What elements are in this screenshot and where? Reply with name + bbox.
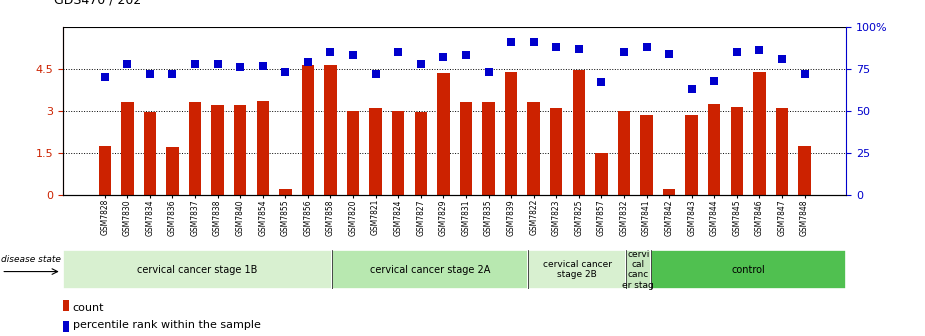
Point — [97, 75, 112, 80]
Point — [572, 46, 586, 51]
Point — [120, 61, 135, 67]
Text: control: control — [732, 265, 765, 275]
Point — [436, 54, 450, 60]
Point — [707, 78, 722, 83]
Bar — [663, 189, 675, 195]
Bar — [528, 250, 626, 289]
Bar — [685, 115, 697, 195]
Bar — [63, 321, 68, 332]
Bar — [63, 250, 332, 289]
Bar — [256, 101, 269, 195]
Bar — [618, 111, 630, 195]
Bar — [505, 72, 517, 195]
Bar — [414, 112, 427, 195]
Bar — [460, 102, 472, 195]
Point — [278, 70, 292, 75]
Point — [210, 61, 225, 67]
Point — [390, 49, 405, 55]
Point — [165, 71, 179, 77]
Text: cervical cancer stage 2A: cervical cancer stage 2A — [370, 265, 490, 275]
Point — [301, 59, 315, 65]
Bar — [731, 107, 743, 195]
Point — [774, 56, 789, 61]
Point — [639, 44, 654, 50]
Point — [413, 61, 428, 67]
Bar — [753, 72, 766, 195]
Bar — [121, 102, 133, 195]
Bar — [392, 111, 404, 195]
Point — [526, 39, 541, 45]
Point — [188, 61, 203, 67]
Point — [323, 49, 338, 55]
Point — [368, 71, 383, 77]
Bar — [212, 105, 224, 195]
Point — [481, 70, 496, 75]
Bar — [234, 105, 246, 195]
Text: cervi
cal
canc
er stag: cervi cal canc er stag — [623, 250, 654, 290]
Point — [549, 44, 563, 50]
Bar — [369, 108, 382, 195]
Bar — [595, 153, 608, 195]
Text: cervical cancer stage 1B: cervical cancer stage 1B — [138, 265, 258, 275]
Bar — [650, 250, 846, 289]
Point — [684, 86, 699, 92]
Bar — [708, 104, 721, 195]
Bar — [482, 102, 495, 195]
Bar — [776, 108, 788, 195]
Bar — [63, 300, 68, 311]
Point — [346, 53, 361, 58]
Point — [459, 53, 474, 58]
Bar — [527, 102, 540, 195]
Text: percentile rank within the sample: percentile rank within the sample — [73, 320, 261, 330]
Point — [730, 49, 745, 55]
Bar — [640, 115, 653, 195]
Bar — [347, 111, 359, 195]
Text: cervical cancer
stage 2B: cervical cancer stage 2B — [543, 260, 611, 279]
Bar — [325, 65, 337, 195]
Point — [752, 48, 767, 53]
Bar — [143, 112, 156, 195]
Bar — [438, 73, 450, 195]
Point — [797, 71, 812, 77]
Bar — [798, 146, 810, 195]
Text: count: count — [73, 303, 105, 312]
Point — [233, 65, 248, 70]
Bar — [626, 250, 650, 289]
Bar — [550, 108, 562, 195]
Bar — [279, 189, 291, 195]
Bar — [166, 147, 179, 195]
Point — [594, 80, 609, 85]
Bar — [189, 102, 202, 195]
Point — [504, 39, 519, 45]
Point — [661, 51, 676, 56]
Bar — [332, 250, 528, 289]
Point — [255, 63, 270, 68]
Text: GDS470 / 202: GDS470 / 202 — [54, 0, 141, 7]
Bar — [302, 65, 314, 195]
Bar — [573, 70, 585, 195]
Point — [617, 49, 632, 55]
Text: disease state: disease state — [1, 255, 61, 264]
Bar — [99, 146, 111, 195]
Point — [142, 71, 157, 77]
